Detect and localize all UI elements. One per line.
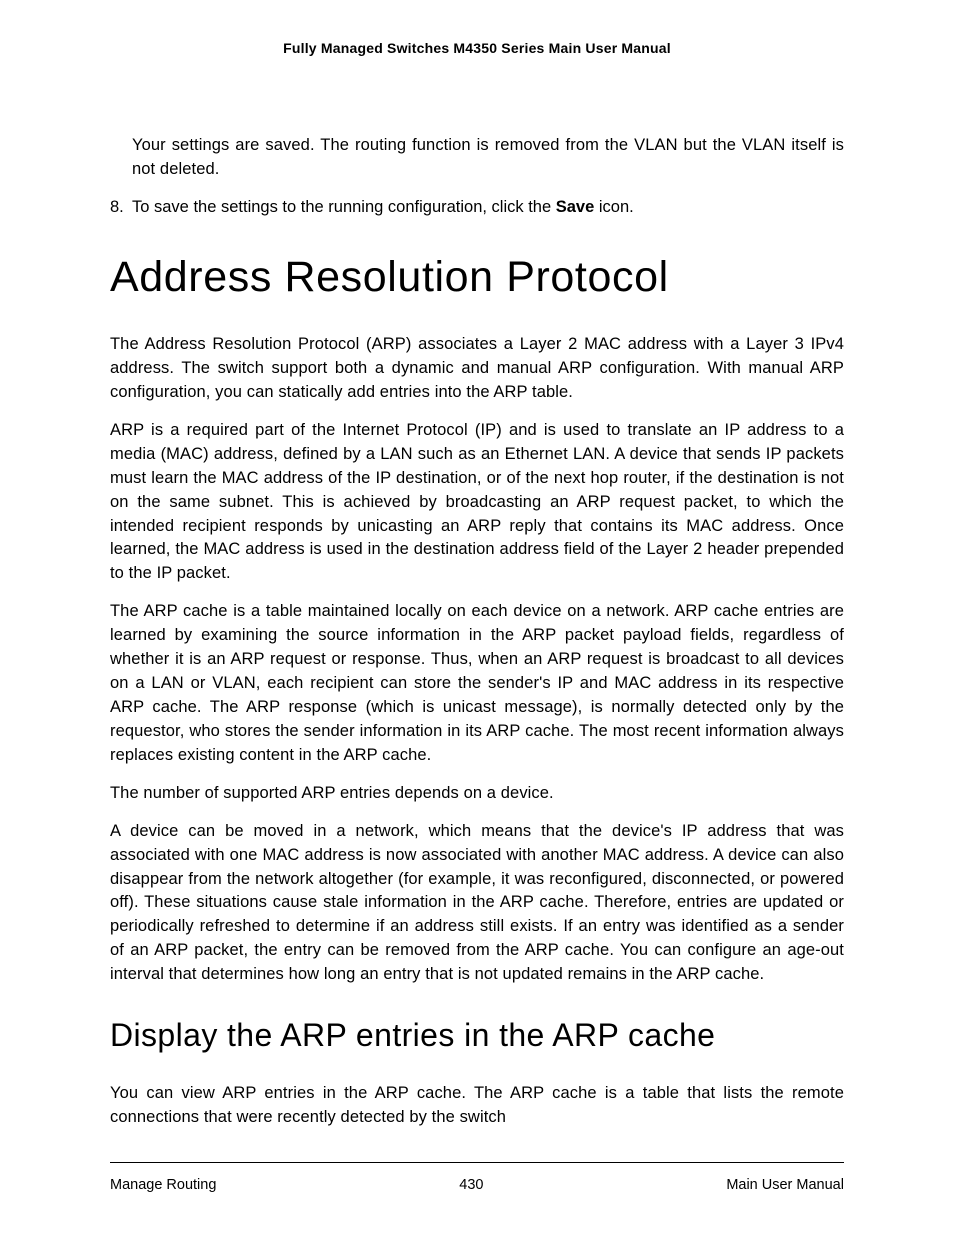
continuation-paragraph: Your settings are saved. The routing fun… xyxy=(132,134,844,182)
step-8: 8. To save the settings to the running c… xyxy=(110,196,844,220)
footer-left: Manage Routing xyxy=(110,1177,216,1193)
step-body: To save the settings to the running conf… xyxy=(132,196,844,220)
footer-page-number: 430 xyxy=(459,1177,483,1193)
sub-paragraph-1: You can view ARP entries in the ARP cach… xyxy=(110,1082,844,1130)
paragraph-1: The Address Resolution Protocol (ARP) as… xyxy=(110,333,844,405)
doc-header: Fully Managed Switches M4350 Series Main… xyxy=(110,40,844,56)
footer-right: Main User Manual xyxy=(726,1177,844,1193)
footer-rule xyxy=(110,1162,844,1163)
paragraph-2: ARP is a required part of the Internet P… xyxy=(110,419,844,586)
paragraph-3: The ARP cache is a table maintained loca… xyxy=(110,600,844,767)
page: Fully Managed Switches M4350 Series Main… xyxy=(0,0,954,1235)
paragraph-5: A device can be moved in a network, whic… xyxy=(110,820,844,987)
step8-post: icon. xyxy=(594,198,633,216)
footer-row: Manage Routing 430 Main User Manual xyxy=(110,1177,844,1193)
section-title: Address Resolution Protocol xyxy=(110,254,844,301)
page-footer: Manage Routing 430 Main User Manual xyxy=(110,1162,844,1193)
step8-bold: Save xyxy=(556,198,595,216)
step8-pre: To save the settings to the running conf… xyxy=(132,198,556,216)
step-number: 8. xyxy=(110,196,132,220)
paragraph-4: The number of supported ARP entries depe… xyxy=(110,782,844,806)
subsection-title: Display the ARP entries in the ARP cache xyxy=(110,1017,844,1054)
